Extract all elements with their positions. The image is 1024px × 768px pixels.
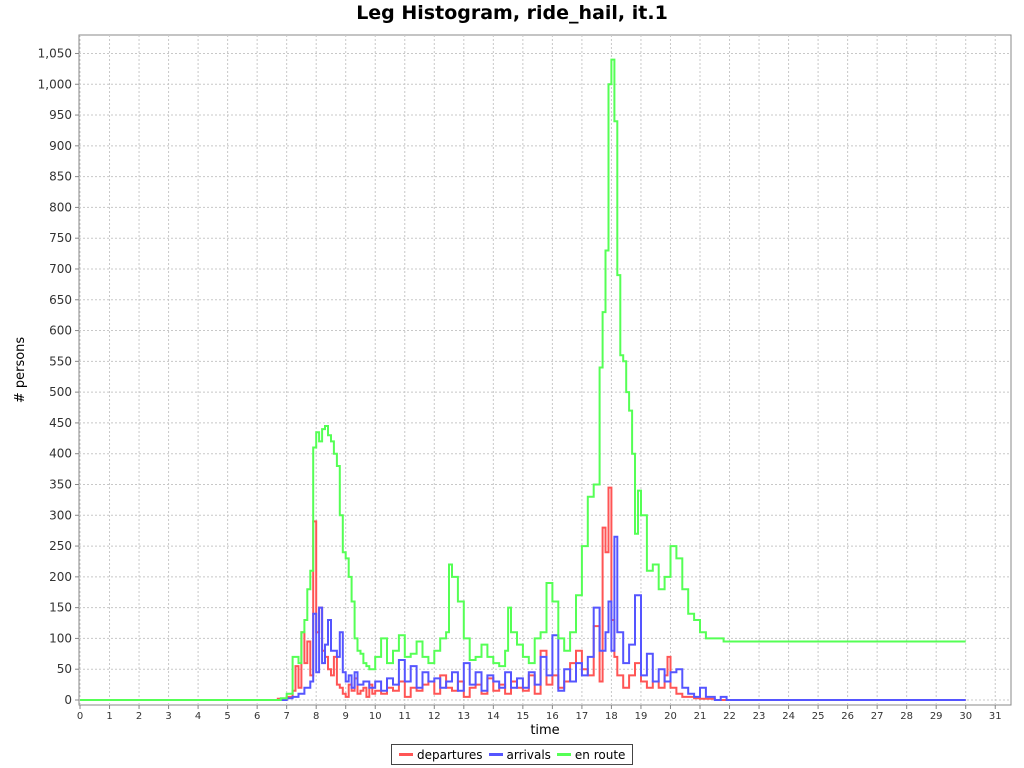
x-tick-label: 31 xyxy=(989,711,1002,722)
x-tick-label: 5 xyxy=(224,711,230,722)
y-tick-label: 750 xyxy=(49,231,72,245)
x-tick-label: 19 xyxy=(635,711,648,722)
x-tick-label: 9 xyxy=(343,711,349,722)
y-tick-label: 900 xyxy=(49,139,72,153)
y-tick-label: 850 xyxy=(49,170,72,184)
x-tick-label: 13 xyxy=(457,711,470,722)
y-tick-label: 650 xyxy=(49,293,72,307)
legend-label-arrivals: arrivals xyxy=(506,747,551,762)
x-tick-label: 10 xyxy=(369,711,382,722)
legend-swatch-arrivals xyxy=(488,753,503,756)
x-tick-label: 8 xyxy=(313,711,319,722)
legend-item-en-route: en route xyxy=(556,747,626,762)
legend: departures arrivals en route xyxy=(391,744,634,765)
legend-item-departures: departures xyxy=(399,748,483,762)
x-tick-label: 26 xyxy=(841,711,854,722)
axes: 0501001502002503003504004505005506006507… xyxy=(38,46,1002,722)
y-tick-label: 500 xyxy=(49,385,72,399)
x-tick-label: 0 xyxy=(77,711,83,722)
plot-area xyxy=(78,34,1012,706)
legend-swatch-en-route xyxy=(556,753,571,756)
x-tick-label: 14 xyxy=(487,711,500,722)
y-tick-label: 950 xyxy=(49,108,72,122)
legend-item-arrivals: arrivals xyxy=(488,747,551,762)
y-tick-label: 600 xyxy=(49,324,72,338)
y-tick-label: 150 xyxy=(49,601,72,615)
y-tick-label: 50 xyxy=(57,662,72,676)
y-tick-label: 250 xyxy=(49,539,72,553)
x-tick-label: 2 xyxy=(136,711,142,722)
x-tick-label: 28 xyxy=(900,711,913,722)
legend-swatch-departures xyxy=(399,753,413,756)
x-tick-label: 17 xyxy=(576,711,589,722)
x-tick-label: 18 xyxy=(605,711,618,722)
series-lines xyxy=(80,58,966,701)
y-axis-label: # persons xyxy=(13,337,28,404)
y-tick-label: 100 xyxy=(49,631,72,645)
x-tick-label: 16 xyxy=(546,711,559,722)
x-tick-label: 1 xyxy=(106,711,112,722)
x-tick-label: 15 xyxy=(516,711,529,722)
y-tick-label: 700 xyxy=(49,262,72,276)
y-tick-label: 800 xyxy=(49,200,72,214)
x-tick-label: 20 xyxy=(664,711,677,722)
legend-label-departures: departures xyxy=(417,747,483,762)
grid-lines xyxy=(79,35,1011,705)
x-tick-label: 3 xyxy=(165,711,171,722)
y-tick-label: 1,050 xyxy=(38,46,72,60)
y-tick-label: 200 xyxy=(49,570,72,584)
y-tick-label: 0 xyxy=(64,693,72,707)
y-tick-label: 550 xyxy=(49,354,72,368)
x-tick-label: 29 xyxy=(930,711,943,722)
x-tick-label: 30 xyxy=(959,711,972,722)
x-tick-label: 12 xyxy=(428,711,441,722)
x-tick-label: 21 xyxy=(694,711,707,722)
series-line-departures xyxy=(80,486,966,701)
x-tick-label: 22 xyxy=(723,711,736,722)
y-tick-label: 350 xyxy=(49,477,72,491)
legend-label-en-route: en route xyxy=(574,747,626,762)
x-tick-label: 4 xyxy=(195,711,201,722)
x-tick-label: 27 xyxy=(871,711,884,722)
x-tick-label: 23 xyxy=(753,711,766,722)
y-tick-label: 300 xyxy=(49,508,72,522)
x-tick-label: 7 xyxy=(283,711,289,722)
x-tick-label: 25 xyxy=(812,711,825,722)
x-axis-label: time xyxy=(530,723,559,738)
y-tick-label: 450 xyxy=(49,416,72,430)
x-tick-label: 24 xyxy=(782,711,795,722)
y-tick-label: 400 xyxy=(49,447,72,461)
x-tick-label: 11 xyxy=(398,711,411,722)
x-tick-label: 6 xyxy=(254,711,260,722)
series-line-en-route xyxy=(80,58,966,701)
chart-title: Leg Histogram, ride_hail, it.1 xyxy=(356,2,668,24)
y-tick-label: 1,000 xyxy=(38,77,72,91)
series-line-arrivals xyxy=(80,535,966,701)
